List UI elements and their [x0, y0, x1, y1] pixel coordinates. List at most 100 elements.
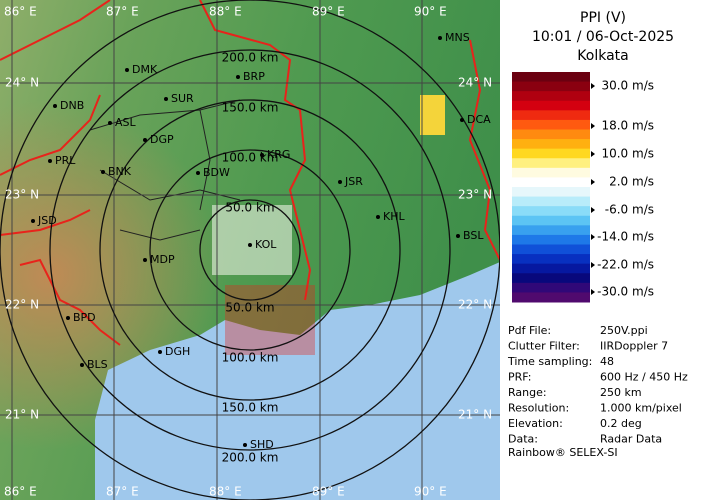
- colorbar-step: [512, 148, 590, 159]
- city-label: BRP: [243, 70, 265, 83]
- colorbar-tick: [591, 289, 595, 295]
- city-dot: [53, 104, 57, 108]
- lon-label: 87° E: [106, 485, 139, 499]
- colorbar-label: 2.0 m/s: [609, 175, 654, 189]
- info-value: 250 km: [600, 386, 642, 399]
- lon-label: 86° E: [4, 485, 37, 499]
- city-dot: [108, 121, 112, 125]
- colorbar-step: [512, 196, 590, 207]
- colorbar-label: -22.0 m/s: [597, 258, 654, 272]
- colorbar-label: 10.0 m/s: [601, 147, 654, 161]
- colorbar-label: -30.0 m/s: [597, 285, 654, 299]
- city-label: MNS: [445, 31, 470, 44]
- range-label: 200.0 km: [222, 51, 279, 65]
- lat-label: 21° N: [458, 408, 492, 422]
- colorbar-tick: [591, 179, 595, 185]
- city-label: PRL: [55, 154, 76, 167]
- range-label: 200.0 km: [222, 451, 279, 465]
- colorbar-label: 30.0 m/s: [601, 79, 654, 93]
- colorbar-step: [512, 139, 590, 150]
- colorbar-tick: [591, 151, 595, 157]
- colorbar-step: [512, 119, 590, 130]
- info-value: 250V.ppi: [600, 324, 648, 337]
- info-key: PRF:: [508, 371, 531, 384]
- info-key: Resolution:: [508, 402, 569, 415]
- header-station: Kolkata: [577, 48, 628, 64]
- colorbar-step: [512, 215, 590, 226]
- info-value: 600 Hz / 450 Hz: [600, 371, 688, 384]
- city-label: SHD: [250, 438, 274, 451]
- range-label: 50.0 km: [225, 201, 274, 215]
- city-dot: [248, 243, 252, 247]
- city-dot: [260, 153, 264, 157]
- city-dot: [158, 350, 162, 354]
- range-label: 50.0 km: [225, 301, 274, 315]
- city-label: BPD: [73, 311, 96, 324]
- range-ring: [99, 99, 401, 401]
- city-dot: [438, 36, 442, 40]
- colorbar-step: [512, 225, 590, 236]
- city-label: JSD: [37, 214, 57, 227]
- lon-label: 89° E: [312, 485, 345, 499]
- info-value: Radar Data: [600, 433, 662, 446]
- colorbar-step: [512, 187, 590, 198]
- city-dot: [164, 97, 168, 101]
- city-dot: [236, 75, 240, 79]
- colorbar-step: [512, 292, 590, 303]
- city-label: KHL: [383, 210, 405, 223]
- city-dot: [460, 118, 464, 122]
- info-value: IIRDoppler 7: [600, 340, 668, 353]
- colorbar-step: [512, 206, 590, 217]
- header-title: PPI (V): [580, 10, 626, 26]
- colorbar-step: [512, 263, 590, 274]
- lat-label: 22° N: [5, 298, 39, 312]
- city-dot: [66, 316, 70, 320]
- city-label: MDP: [150, 253, 175, 266]
- city-dot: [125, 68, 129, 72]
- city-dot: [243, 443, 247, 447]
- radar-echoes: [212, 95, 445, 355]
- city-dot: [101, 170, 105, 174]
- info-key: Pdf File:: [508, 324, 551, 337]
- lat-label: 21° N: [5, 408, 39, 422]
- colorbar-step: [512, 167, 590, 178]
- info-value: 48: [600, 355, 614, 368]
- city-label: DGP: [150, 133, 174, 146]
- city-label: JSR: [344, 175, 363, 188]
- info-key: Clutter Filter:: [508, 340, 580, 353]
- city-label: DNB: [60, 99, 84, 112]
- lon-label: 88° E: [209, 5, 242, 19]
- city-label: DCA: [467, 113, 491, 126]
- borders: [0, 0, 501, 346]
- colorbar-step: [512, 81, 590, 92]
- city-label: BSL: [463, 229, 484, 242]
- colorbar-tick: [591, 234, 595, 240]
- colorbar-label: 18.0 m/s: [601, 119, 654, 133]
- lon-label: 87° E: [106, 5, 139, 19]
- colorbar-tick: [591, 262, 595, 268]
- range-label: 150.0 km: [222, 401, 279, 415]
- city-dot: [80, 363, 84, 367]
- colorbar-step: [512, 100, 590, 111]
- city-dot: [338, 180, 342, 184]
- lat-label: 24° N: [458, 76, 492, 90]
- colorbar-step: [512, 244, 590, 255]
- colorbar-step: [512, 234, 590, 245]
- colorbar-step: [512, 91, 590, 102]
- colorbar-step: [512, 72, 590, 83]
- lon-label: 89° E: [312, 5, 345, 19]
- range-ring: [149, 149, 351, 351]
- city-dot: [376, 215, 380, 219]
- info-key: Elevation:: [508, 417, 563, 430]
- lon-label: 88° E: [209, 485, 242, 499]
- colorbar-step: [512, 254, 590, 265]
- latlon-grid: [0, 0, 500, 500]
- range-ring: [199, 199, 301, 301]
- colorbar-label: -6.0 m/s: [605, 203, 654, 217]
- city-label: DMK: [132, 63, 158, 76]
- range-label: 100.0 km: [222, 351, 279, 365]
- city-dot: [143, 138, 147, 142]
- city-label: BNK: [108, 165, 132, 178]
- info-key: Range:: [508, 386, 547, 399]
